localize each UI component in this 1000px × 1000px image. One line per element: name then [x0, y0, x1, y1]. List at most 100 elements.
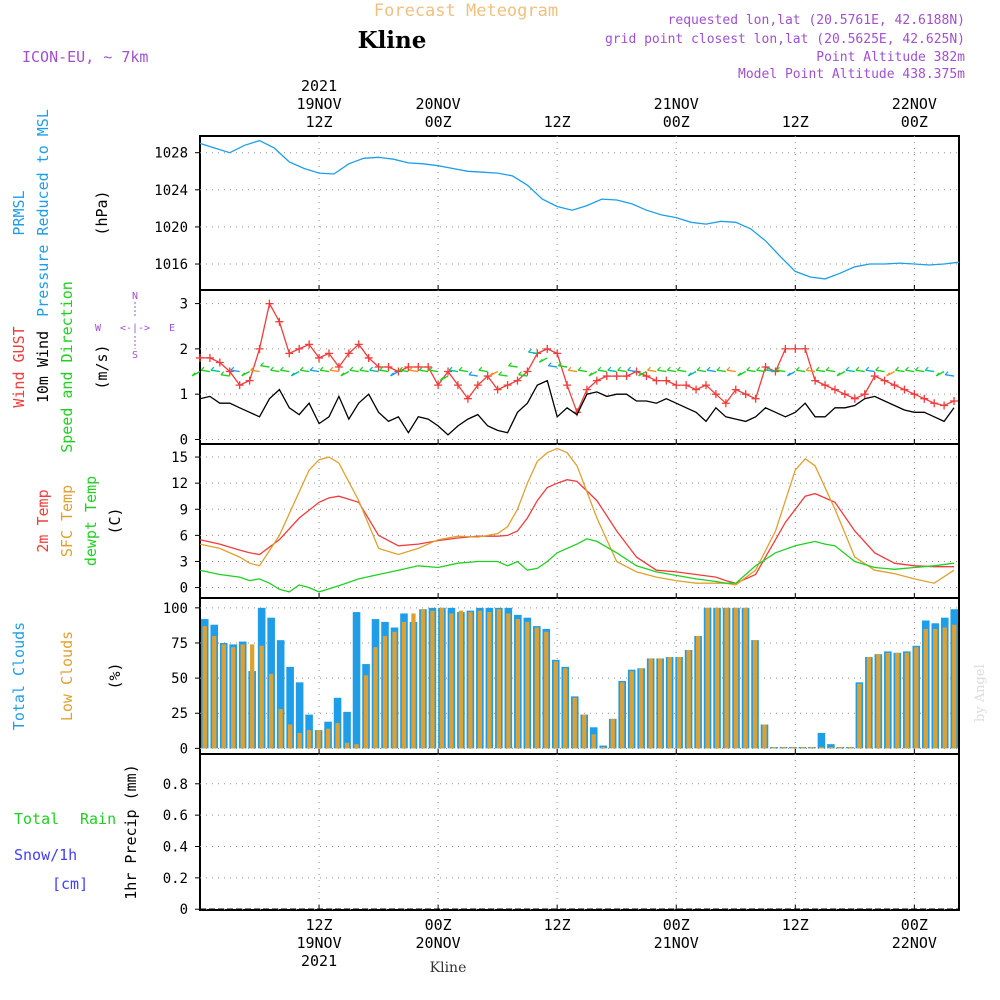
- bar-low-clouds: [496, 609, 501, 749]
- wind-arrow: [647, 369, 657, 373]
- bar-low-clouds: [771, 746, 777, 749]
- wind-arrow: [568, 369, 578, 373]
- gust-marker: [275, 317, 284, 326]
- bar-low-clouds: [278, 709, 283, 749]
- wind-arrow-head: [448, 366, 453, 371]
- wind-arrow: [468, 374, 478, 377]
- wind-arrow-head: [418, 366, 423, 371]
- y-axis-label: Speed and Direction: [58, 281, 76, 453]
- gust-marker: [840, 390, 849, 399]
- wind-arrow-head: [390, 372, 394, 377]
- gust-marker: [900, 385, 909, 394]
- gust-marker: [364, 353, 373, 362]
- wind-arrow: [329, 369, 340, 373]
- y-tick-label: 12: [171, 476, 188, 492]
- y-tick-label: 1024: [154, 183, 188, 199]
- bar-low-clouds: [221, 644, 226, 749]
- wind-arrow: [280, 369, 290, 373]
- bar-low-clouds: [733, 607, 739, 749]
- bar-low-clouds: [354, 744, 359, 749]
- y-tick-label: 0.2: [163, 871, 188, 887]
- wind-arrow-head: [518, 371, 522, 376]
- wind-arrow: [528, 351, 538, 355]
- bar-low-clouds: [477, 610, 483, 749]
- gust-marker: [196, 353, 204, 362]
- wind-arrow-head: [597, 366, 602, 371]
- bar-low-clouds: [297, 732, 302, 749]
- bar-low-clouds: [857, 683, 862, 749]
- bar-low-clouds: [382, 635, 388, 749]
- wind-arrow: [607, 369, 617, 373]
- y-tick-label: 9: [180, 502, 188, 518]
- gust-marker: [781, 344, 790, 353]
- wind-arrow-head: [944, 371, 949, 376]
- wind-arrow-head: [875, 366, 880, 371]
- wind-arrow-head: [706, 366, 711, 371]
- wind-arrow-head: [547, 362, 552, 367]
- panel-wind: 0 1 2 3 Wind GUST 10m Wind Speed and Direction…: [10, 281, 960, 453]
- gust-marker: [711, 390, 720, 399]
- gust-marker: [473, 381, 482, 390]
- top-time-label: 12Z: [782, 113, 809, 131]
- gust-marker: [920, 394, 929, 403]
- panel-frame: [199, 135, 960, 291]
- wind-arrow: [458, 369, 468, 373]
- bar-low-clouds: [705, 607, 710, 749]
- wind-arrow-head: [607, 366, 612, 371]
- wind-arrow: [508, 364, 518, 368]
- legend-entry: Total: [14, 810, 59, 828]
- bar-low-clouds: [648, 658, 653, 749]
- y-axis-label: Pressure Reduced to MSL: [34, 109, 52, 317]
- bar-low-clouds: [667, 657, 672, 749]
- y-tick-label: 0: [180, 432, 188, 448]
- gust-marker: [811, 376, 820, 385]
- series-2m-temp: [199, 479, 954, 584]
- series-wind-gust: [200, 301, 955, 415]
- y-axis-label: Wind GUST: [10, 326, 28, 407]
- gust-marker: [553, 349, 562, 358]
- top-time-label: 21NOV: [654, 95, 699, 113]
- bar-low-clouds: [534, 627, 539, 749]
- wind-arrow: [310, 369, 320, 373]
- compass-arrow: <-|->: [120, 323, 150, 334]
- y-tick-label: 0.6: [163, 808, 188, 824]
- bar-low-clouds: [468, 612, 473, 749]
- wind-arrow-head: [766, 366, 770, 371]
- wind-arrow-head: [895, 366, 899, 371]
- bar-low-clouds: [762, 724, 767, 749]
- wind-arrow-head: [369, 366, 374, 371]
- gust-marker: [870, 372, 879, 381]
- y-tick-label: 0: [180, 581, 188, 597]
- bar-low-clouds: [515, 619, 520, 749]
- y-axis-label: 2m Temp: [34, 489, 52, 552]
- wind-arrow: [558, 364, 568, 368]
- wind-arrow: [825, 369, 836, 373]
- wind-arrow: [230, 369, 240, 373]
- bar-low-clouds: [809, 746, 815, 749]
- y-tick-label: 100: [163, 601, 188, 617]
- panel-frame: [199, 753, 960, 911]
- wind-arrow-head: [567, 366, 572, 371]
- wind-arrow-head: [815, 366, 820, 371]
- gust-marker: [612, 372, 621, 381]
- gust-marker: [791, 344, 800, 353]
- bar-total-clouds: [276, 640, 285, 749]
- wind-arrow-head: [299, 366, 304, 371]
- bottom-time-label: 12Z: [306, 916, 333, 934]
- y-tick-label: 0: [180, 741, 188, 757]
- bar-total-clouds: [352, 612, 361, 749]
- wind-arrow-head: [687, 372, 692, 377]
- y-tick-label: 6: [180, 528, 188, 544]
- wind-arrow-head: [845, 366, 850, 371]
- wind-arrow: [409, 369, 419, 373]
- bar-low-clouds: [866, 657, 872, 749]
- gust-marker: [513, 376, 522, 385]
- bar-low-clouds: [952, 624, 957, 749]
- y-axis-label: 10m Wind: [34, 331, 52, 403]
- gust-marker: [662, 376, 671, 385]
- gust-marker: [414, 363, 423, 371]
- y-axis-label: (%): [106, 662, 124, 689]
- bar-low-clouds: [781, 746, 786, 749]
- bar-low-clouds: [373, 647, 378, 749]
- gust-marker: [424, 363, 433, 371]
